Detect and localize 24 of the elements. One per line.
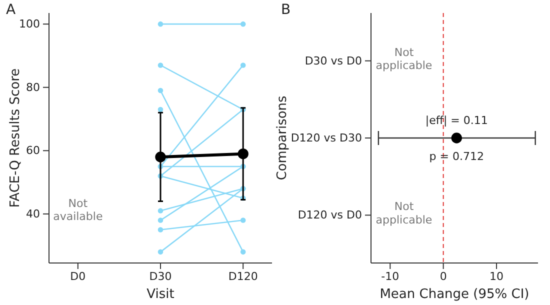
y-tick-label: 40	[26, 207, 40, 220]
y-tick-label: 80	[26, 80, 40, 94]
chart-title: A	[6, 2, 16, 18]
annotation: Not applicable	[376, 46, 432, 72]
chart-title: B	[281, 2, 291, 18]
x-axis-title: Mean Change (95% CI)	[380, 287, 530, 302]
x-tick-label: D30	[149, 270, 172, 283]
y-axis-title: FACE-Q Results Score	[8, 68, 24, 208]
x-tick-label: 0	[440, 270, 447, 283]
y-tick-label: D120 vs D0	[298, 208, 362, 222]
annotation: Not available	[53, 197, 103, 224]
y-tick-label: 60	[26, 144, 40, 158]
annotation: Not applicable	[376, 200, 432, 226]
y-tick-label: D120 vs D30	[290, 132, 362, 145]
x-axis-title: Visit	[146, 287, 174, 302]
x-tick-label: 10	[490, 270, 504, 283]
y-tick-label: D30 vs D0	[304, 54, 362, 68]
y-axis-title: Comparisons	[275, 95, 290, 180]
y-tick-label: 100	[19, 18, 40, 31]
annotation: p = 0.712	[429, 150, 484, 163]
x-tick-label: D120	[228, 270, 258, 283]
x-tick-label: D0	[70, 270, 86, 283]
annotation: |eff| = 0.11	[425, 114, 488, 127]
x-tick-label: -10	[381, 270, 400, 283]
